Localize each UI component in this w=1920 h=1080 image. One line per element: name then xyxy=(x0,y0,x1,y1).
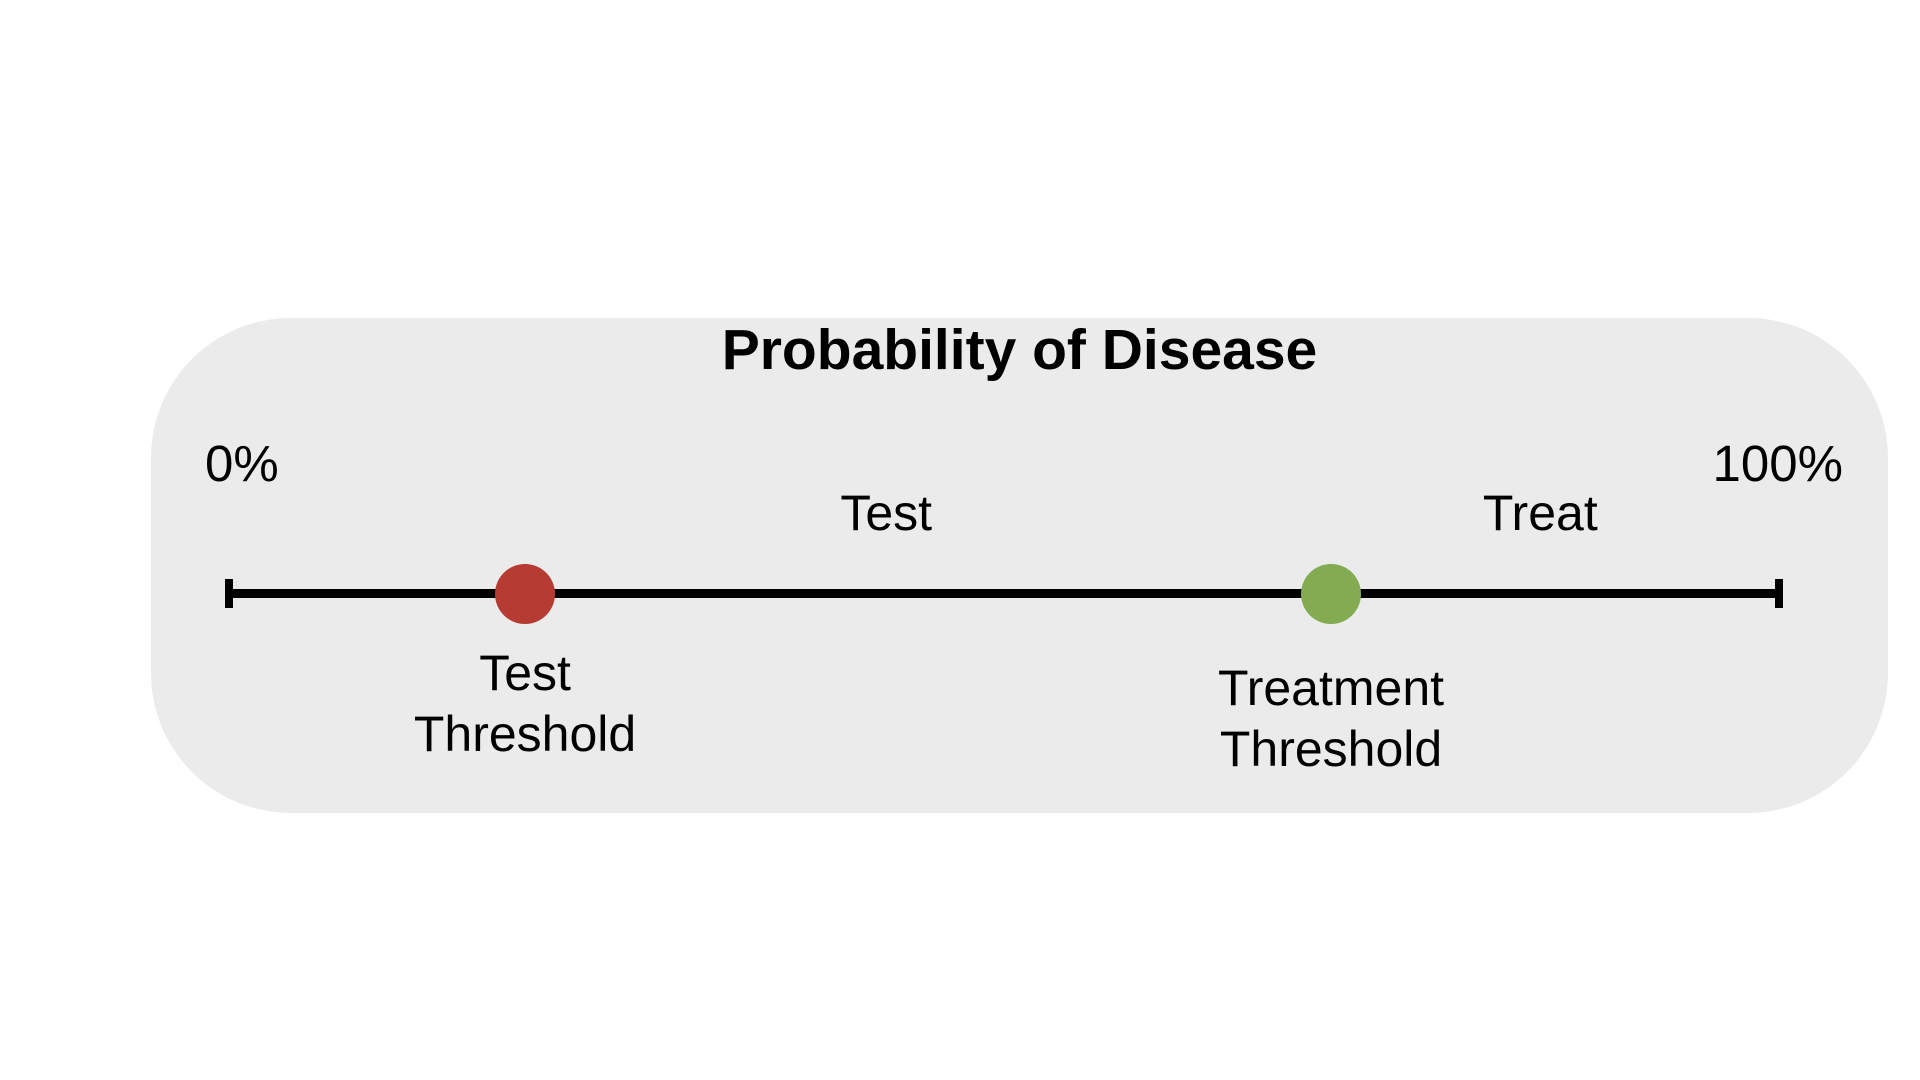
scale-max-label: 100% xyxy=(1712,435,1843,492)
scale-tick-start xyxy=(225,579,233,608)
scale-tick-end xyxy=(1775,579,1783,608)
panel-title: Probability of Disease xyxy=(721,318,1318,382)
test-threshold-label: Test Threshold xyxy=(414,643,636,765)
test-threshold-label-line2: Threshold xyxy=(413,706,637,762)
probability-panel xyxy=(151,318,1888,813)
test-threshold-dot xyxy=(495,563,556,624)
test-threshold-label-line1: Test xyxy=(479,645,571,701)
treatment-threshold-label-line2: Threshold xyxy=(1219,721,1443,777)
treatment-threshold-label-line1: Treatment xyxy=(1218,660,1445,716)
region-label-treat: Treat xyxy=(1482,485,1598,541)
treatment-threshold-label: Treatment Threshold xyxy=(1218,658,1444,780)
treatment-threshold-dot xyxy=(1301,563,1362,624)
probability-line xyxy=(229,589,1779,598)
probability-track: Test Treat Test Threshold Treatment Thre… xyxy=(225,488,1783,777)
region-label-test: Test xyxy=(840,485,933,541)
scale-min-label: 0% xyxy=(205,435,279,492)
